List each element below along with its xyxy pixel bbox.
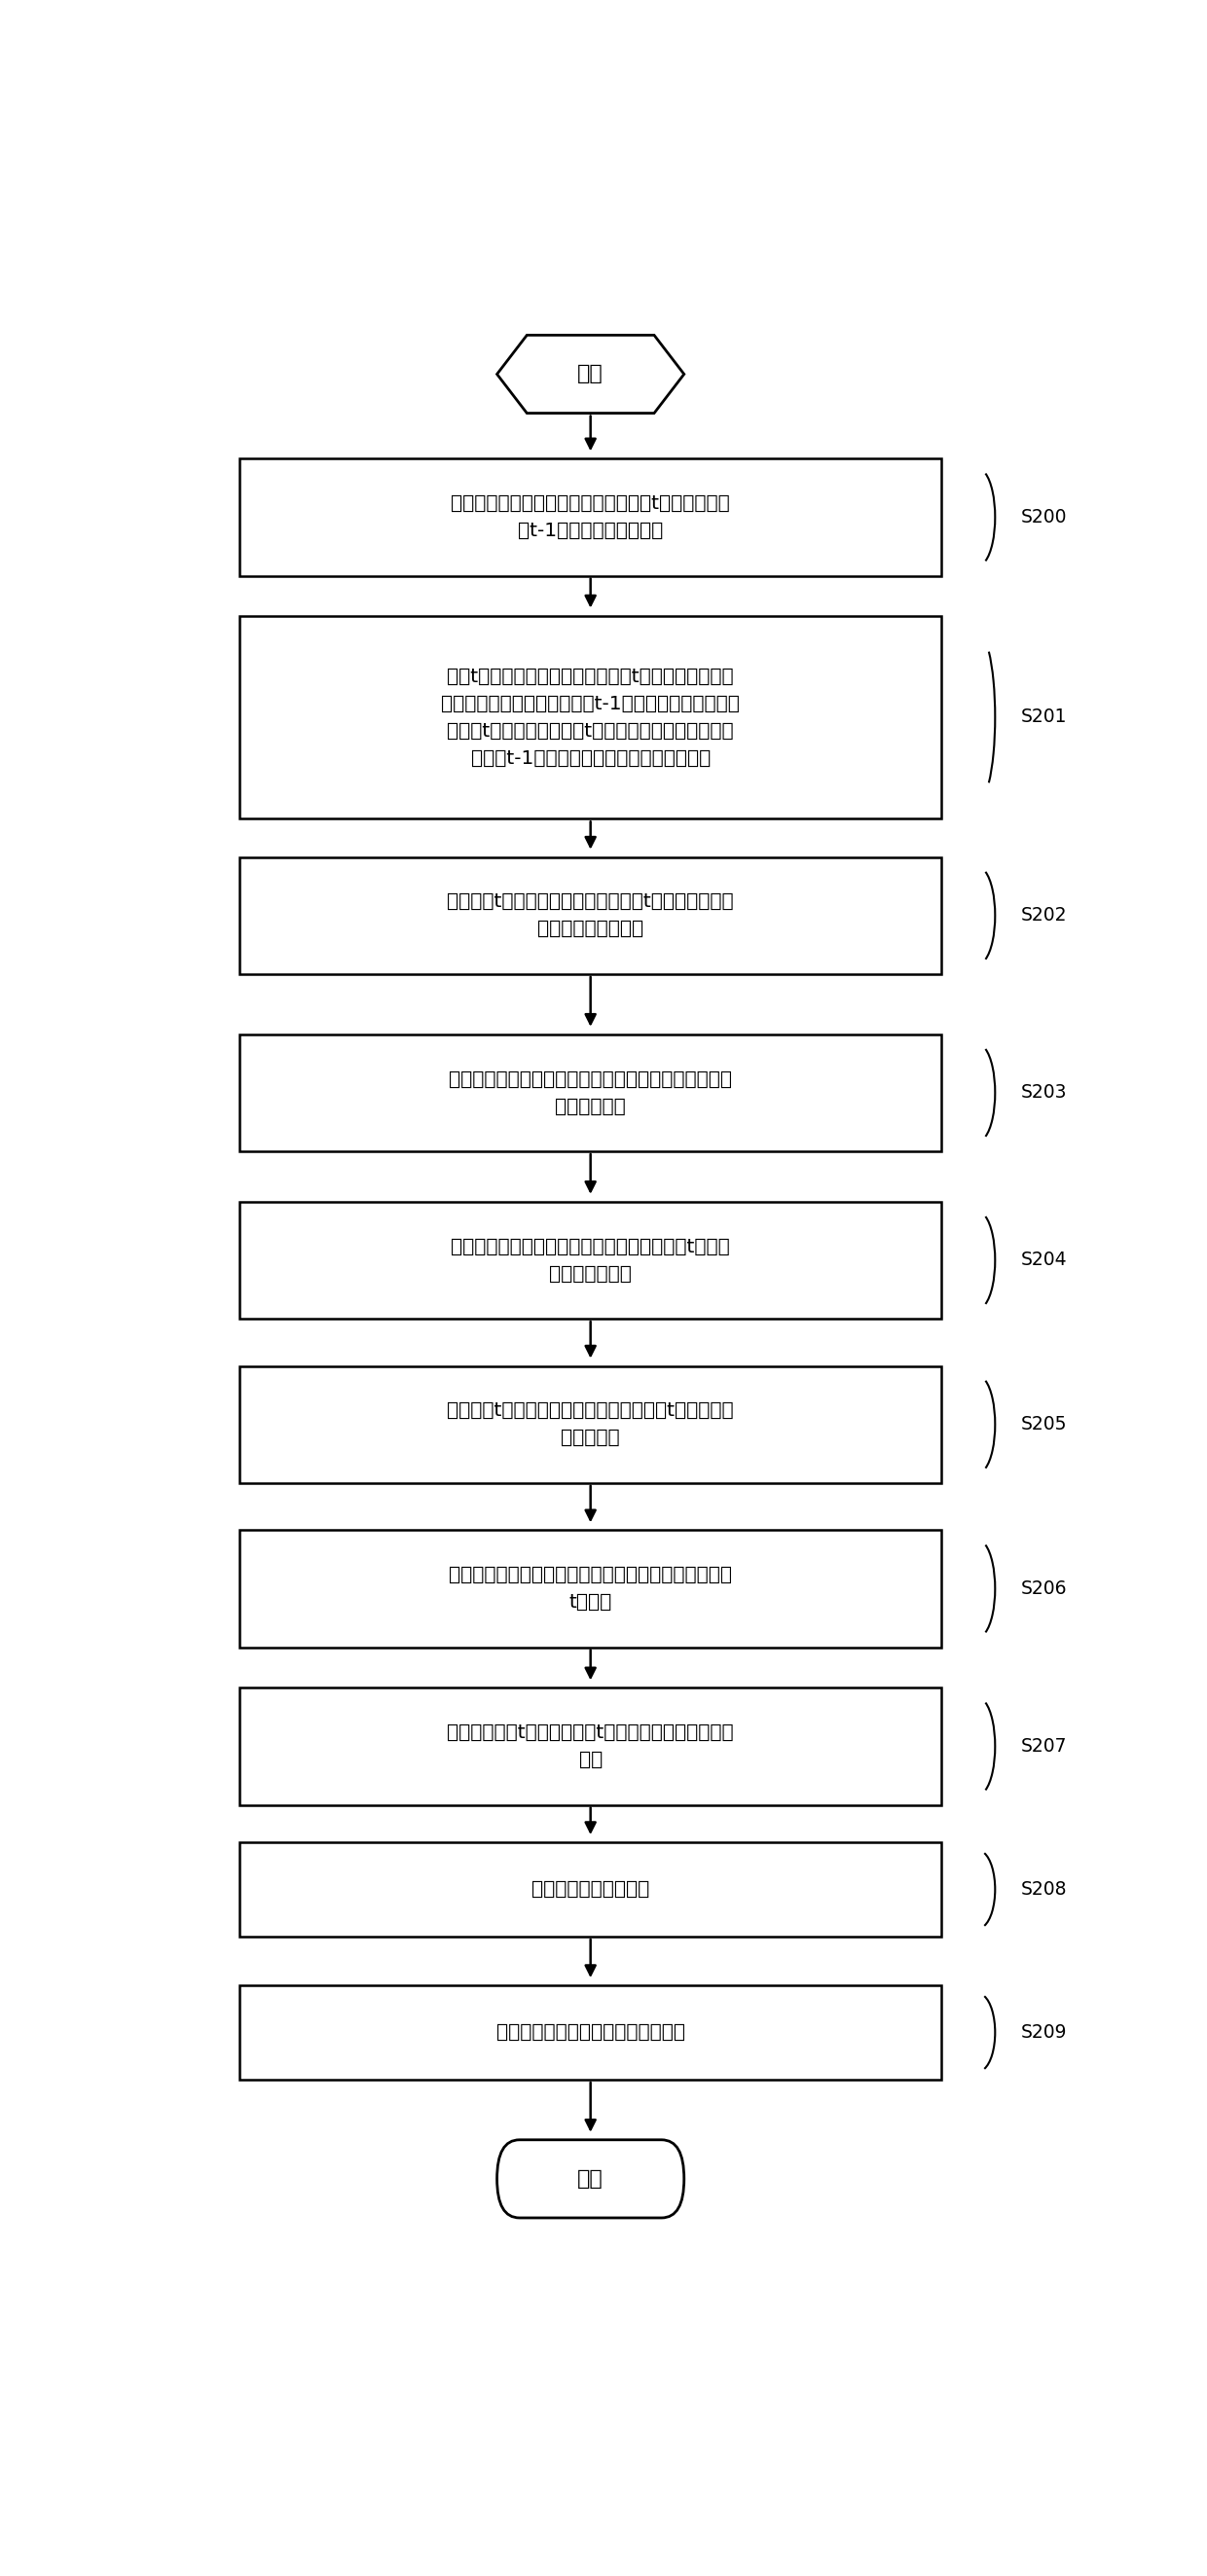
Text: 开始: 开始 bbox=[577, 363, 604, 384]
Bar bbox=[240, 459, 941, 577]
Text: 获取一组帧图像中包含有特定对象的第t帧图像以及与
第t-1帧图像对应的跟踪框: 获取一组帧图像中包含有特定对象的第t帧图像以及与 第t-1帧图像对应的跟踪框 bbox=[451, 495, 730, 541]
Bar bbox=[240, 1530, 941, 1646]
Text: 显示处理后的视频数据: 显示处理后的视频数据 bbox=[531, 1880, 649, 1899]
Bar bbox=[240, 1986, 941, 2079]
Text: 结束: 结束 bbox=[577, 2169, 604, 2190]
Text: 将处理后的第t帧图像覆盖第t帧图像得到处理后的视频
数据: 将处理后的第t帧图像覆盖第t帧图像得到处理后的视频 数据 bbox=[447, 1723, 734, 1770]
Text: S204: S204 bbox=[1021, 1252, 1067, 1270]
Text: S207: S207 bbox=[1021, 1736, 1067, 1757]
Bar bbox=[240, 1200, 941, 1319]
Bar bbox=[240, 1842, 941, 1937]
Bar bbox=[240, 1687, 941, 1806]
Text: S208: S208 bbox=[1021, 1880, 1067, 1899]
Bar bbox=[240, 858, 941, 974]
Text: 根据与第t帧图像对应的分割结果，确定第t帧图像的第
二前景图像: 根据与第t帧图像对应的分割结果，确定第t帧图像的第 二前景图像 bbox=[447, 1401, 734, 1448]
Text: S205: S205 bbox=[1021, 1414, 1067, 1435]
Text: S206: S206 bbox=[1021, 1579, 1067, 1597]
Text: S200: S200 bbox=[1021, 507, 1067, 526]
Text: S209: S209 bbox=[1021, 2022, 1067, 2043]
Bar bbox=[240, 616, 941, 819]
Text: 对第t帧图像进行识别处理，确定第t帧图像中针对特定
对象的第一前景图像，将与第t-1帧图像对应的跟踪框应
用于第t帧图像，并根据第t帧图像中的第一前景图像，
对: 对第t帧图像进行识别处理，确定第t帧图像中针对特定 对象的第一前景图像，将与第t… bbox=[442, 667, 740, 768]
Text: 依据与待分割图像对应的分割结果，得到与第t帧图像
对应的分割结果: 依据与待分割图像对应的分割结果，得到与第t帧图像 对应的分割结果 bbox=[451, 1236, 730, 1283]
Text: 将处理后的视频数据上传至云服务器: 将处理后的视频数据上传至云服务器 bbox=[496, 2022, 684, 2043]
Text: S202: S202 bbox=[1021, 907, 1067, 925]
FancyBboxPatch shape bbox=[497, 2141, 684, 2218]
Text: S203: S203 bbox=[1021, 1084, 1067, 1103]
Bar bbox=[240, 1033, 941, 1151]
Text: 对待分割图像进行场景分割处理，得到与待分割图像对
应的分割结果: 对待分割图像进行场景分割处理，得到与待分割图像对 应的分割结果 bbox=[449, 1069, 733, 1115]
Text: 根据与第t帧图像对应的跟踪框，从第t帧图像的部分区
域提取出待分割图像: 根据与第t帧图像对应的跟踪框，从第t帧图像的部分区 域提取出待分割图像 bbox=[447, 894, 734, 938]
Polygon shape bbox=[497, 335, 684, 412]
Text: S201: S201 bbox=[1021, 708, 1067, 726]
Text: 依据第二前景图像，添加个性化特效，得到处理后的第
t帧图像: 依据第二前景图像，添加个性化特效，得到处理后的第 t帧图像 bbox=[449, 1566, 733, 1613]
Bar bbox=[240, 1365, 941, 1484]
